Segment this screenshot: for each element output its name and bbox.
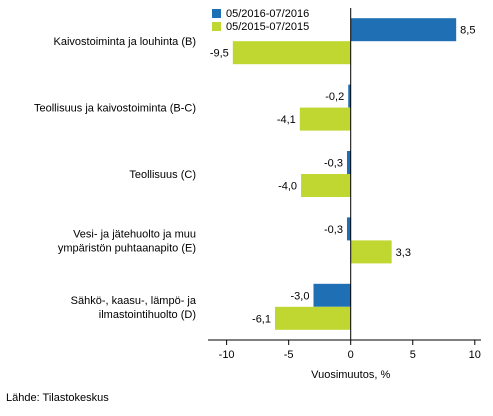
data-labels: 8,5 -9,5 -0,2 -4,1 -0,3 -4,0 -0,3 3,3 -3,0 -6,1: [210, 25, 476, 326]
category-label: Vesi- ja jätehuolto ja muu ympäristön puh…: [58, 228, 196, 254]
bars: [232, 18, 457, 330]
bar-series-1: [313, 283, 351, 307]
legend-swatch: [212, 22, 221, 31]
category-label: Teollisuus (C): [129, 169, 196, 181]
data-label: -3,0: [291, 290, 310, 302]
bar-series-1: [350, 18, 457, 42]
category-labels: Kaivostoiminta ja louhinta (B) Teollisuus…: [34, 36, 197, 321]
legend-entry: 05/2015-07/2015: [226, 21, 309, 33]
bar-series-2: [301, 174, 351, 197]
data-label: -0,2: [325, 91, 344, 103]
bar-series-2: [275, 306, 351, 330]
x-tick-label: 0: [348, 349, 354, 361]
data-label: -9,5: [210, 48, 229, 60]
category-label: Sähkö-, kaasu-, lämpö- ja ilmastointihuol…: [71, 295, 197, 321]
x-tick-label: 10: [469, 349, 481, 361]
bar-series-2: [299, 107, 351, 131]
bar-series-1: [348, 84, 351, 108]
bar-series-2: [232, 41, 351, 65]
data-label: -0,3: [324, 224, 343, 236]
data-label: 8,5: [460, 25, 475, 37]
legend-swatch: [212, 9, 221, 18]
data-label: 3,3: [396, 247, 411, 259]
bar-series-1: [346, 217, 351, 241]
legend-entry: 05/2016-07/2016: [226, 8, 309, 20]
x-tick-label: -5: [284, 349, 294, 361]
x-tick-label: -10: [219, 349, 235, 361]
x-axis-title: Vuosimuutos, %: [311, 369, 390, 381]
data-label: -0,3: [324, 158, 343, 170]
data-label: -4,0: [278, 181, 297, 193]
x-axis: -10 -5 0 5 10: [208, 8, 481, 361]
data-label: -6,1: [252, 313, 271, 325]
source-note: Lähde: Tilastokeskus: [6, 392, 109, 404]
category-label: Teollisuus ja kaivostoiminta (B-C): [34, 103, 196, 115]
x-tick-label: 5: [410, 349, 416, 361]
data-label: -4,1: [277, 114, 296, 126]
bar-series-2: [350, 240, 392, 264]
bar-series-1: [346, 151, 351, 174]
category-label: Kaivostoiminta ja louhinta (B): [54, 36, 196, 48]
